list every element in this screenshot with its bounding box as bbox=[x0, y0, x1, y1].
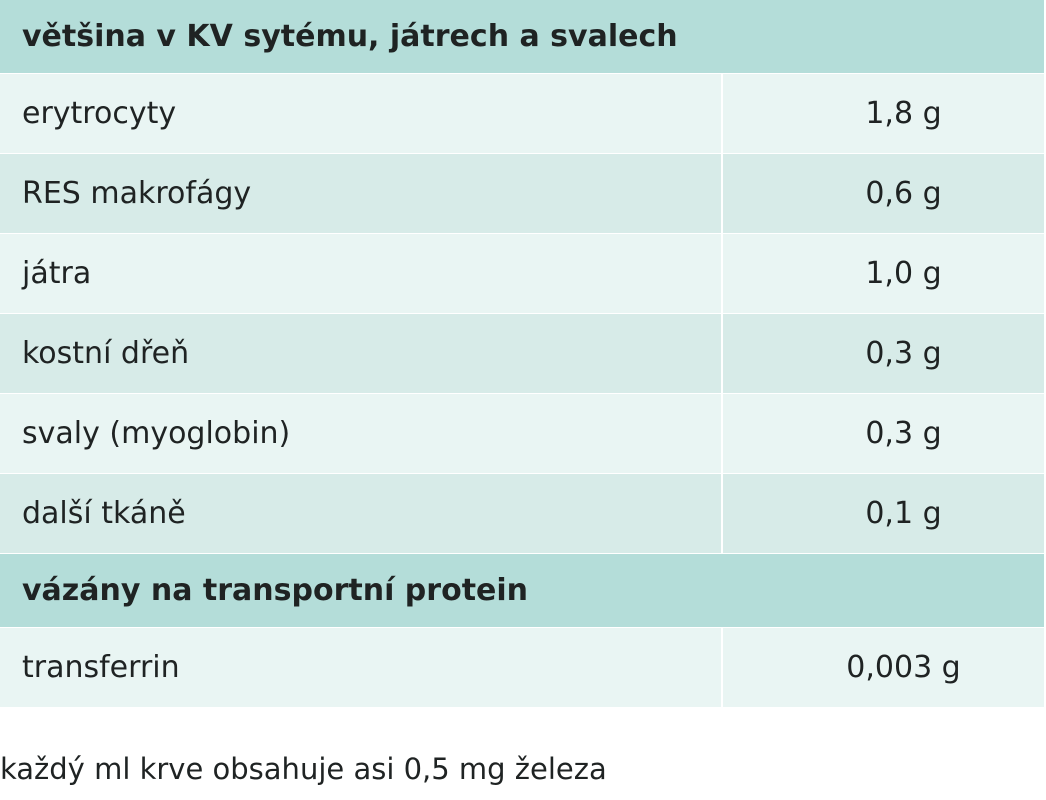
row-label: svaly (myoglobin) bbox=[0, 394, 723, 473]
row-value: 0,6 g bbox=[865, 176, 942, 211]
table-row: další tkáně 0,1 g bbox=[0, 474, 1044, 554]
section-title: vázány na transportní protein bbox=[22, 573, 529, 608]
section-header-transport-protein: vázány na transportní protein bbox=[0, 554, 1044, 628]
iron-distribution-table: většina v KV sytému, játrech a svalech e… bbox=[0, 0, 1044, 708]
row-label: erytrocyty bbox=[0, 74, 723, 153]
row-label: RES makrofágy bbox=[0, 154, 723, 233]
section-title: většina v KV sytému, játrech a svalech bbox=[22, 19, 678, 54]
table-row: transferrin 0,003 g bbox=[0, 628, 1044, 708]
footnote: každý ml krve obsahuje asi 0,5 mg železa bbox=[0, 752, 607, 786]
row-value: 0,3 g bbox=[865, 336, 942, 371]
table-row: játra 1,0 g bbox=[0, 234, 1044, 314]
row-value: 1,0 g bbox=[865, 256, 942, 291]
section-header-kv-system: většina v KV sytému, játrech a svalech bbox=[0, 0, 1044, 74]
row-label: játra bbox=[0, 234, 723, 313]
row-value: 0,003 g bbox=[846, 650, 961, 685]
row-label: kostní dřeň bbox=[0, 314, 723, 393]
row-value: 0,3 g bbox=[865, 416, 942, 451]
row-value: 0,1 g bbox=[865, 496, 942, 531]
row-value: 1,8 g bbox=[865, 96, 942, 131]
table-row: kostní dřeň 0,3 g bbox=[0, 314, 1044, 394]
table-row: RES makrofágy 0,6 g bbox=[0, 154, 1044, 234]
row-label: další tkáně bbox=[0, 474, 723, 553]
row-label: transferrin bbox=[0, 628, 723, 707]
table-row: svaly (myoglobin) 0,3 g bbox=[0, 394, 1044, 474]
table-row: erytrocyty 1,8 g bbox=[0, 74, 1044, 154]
